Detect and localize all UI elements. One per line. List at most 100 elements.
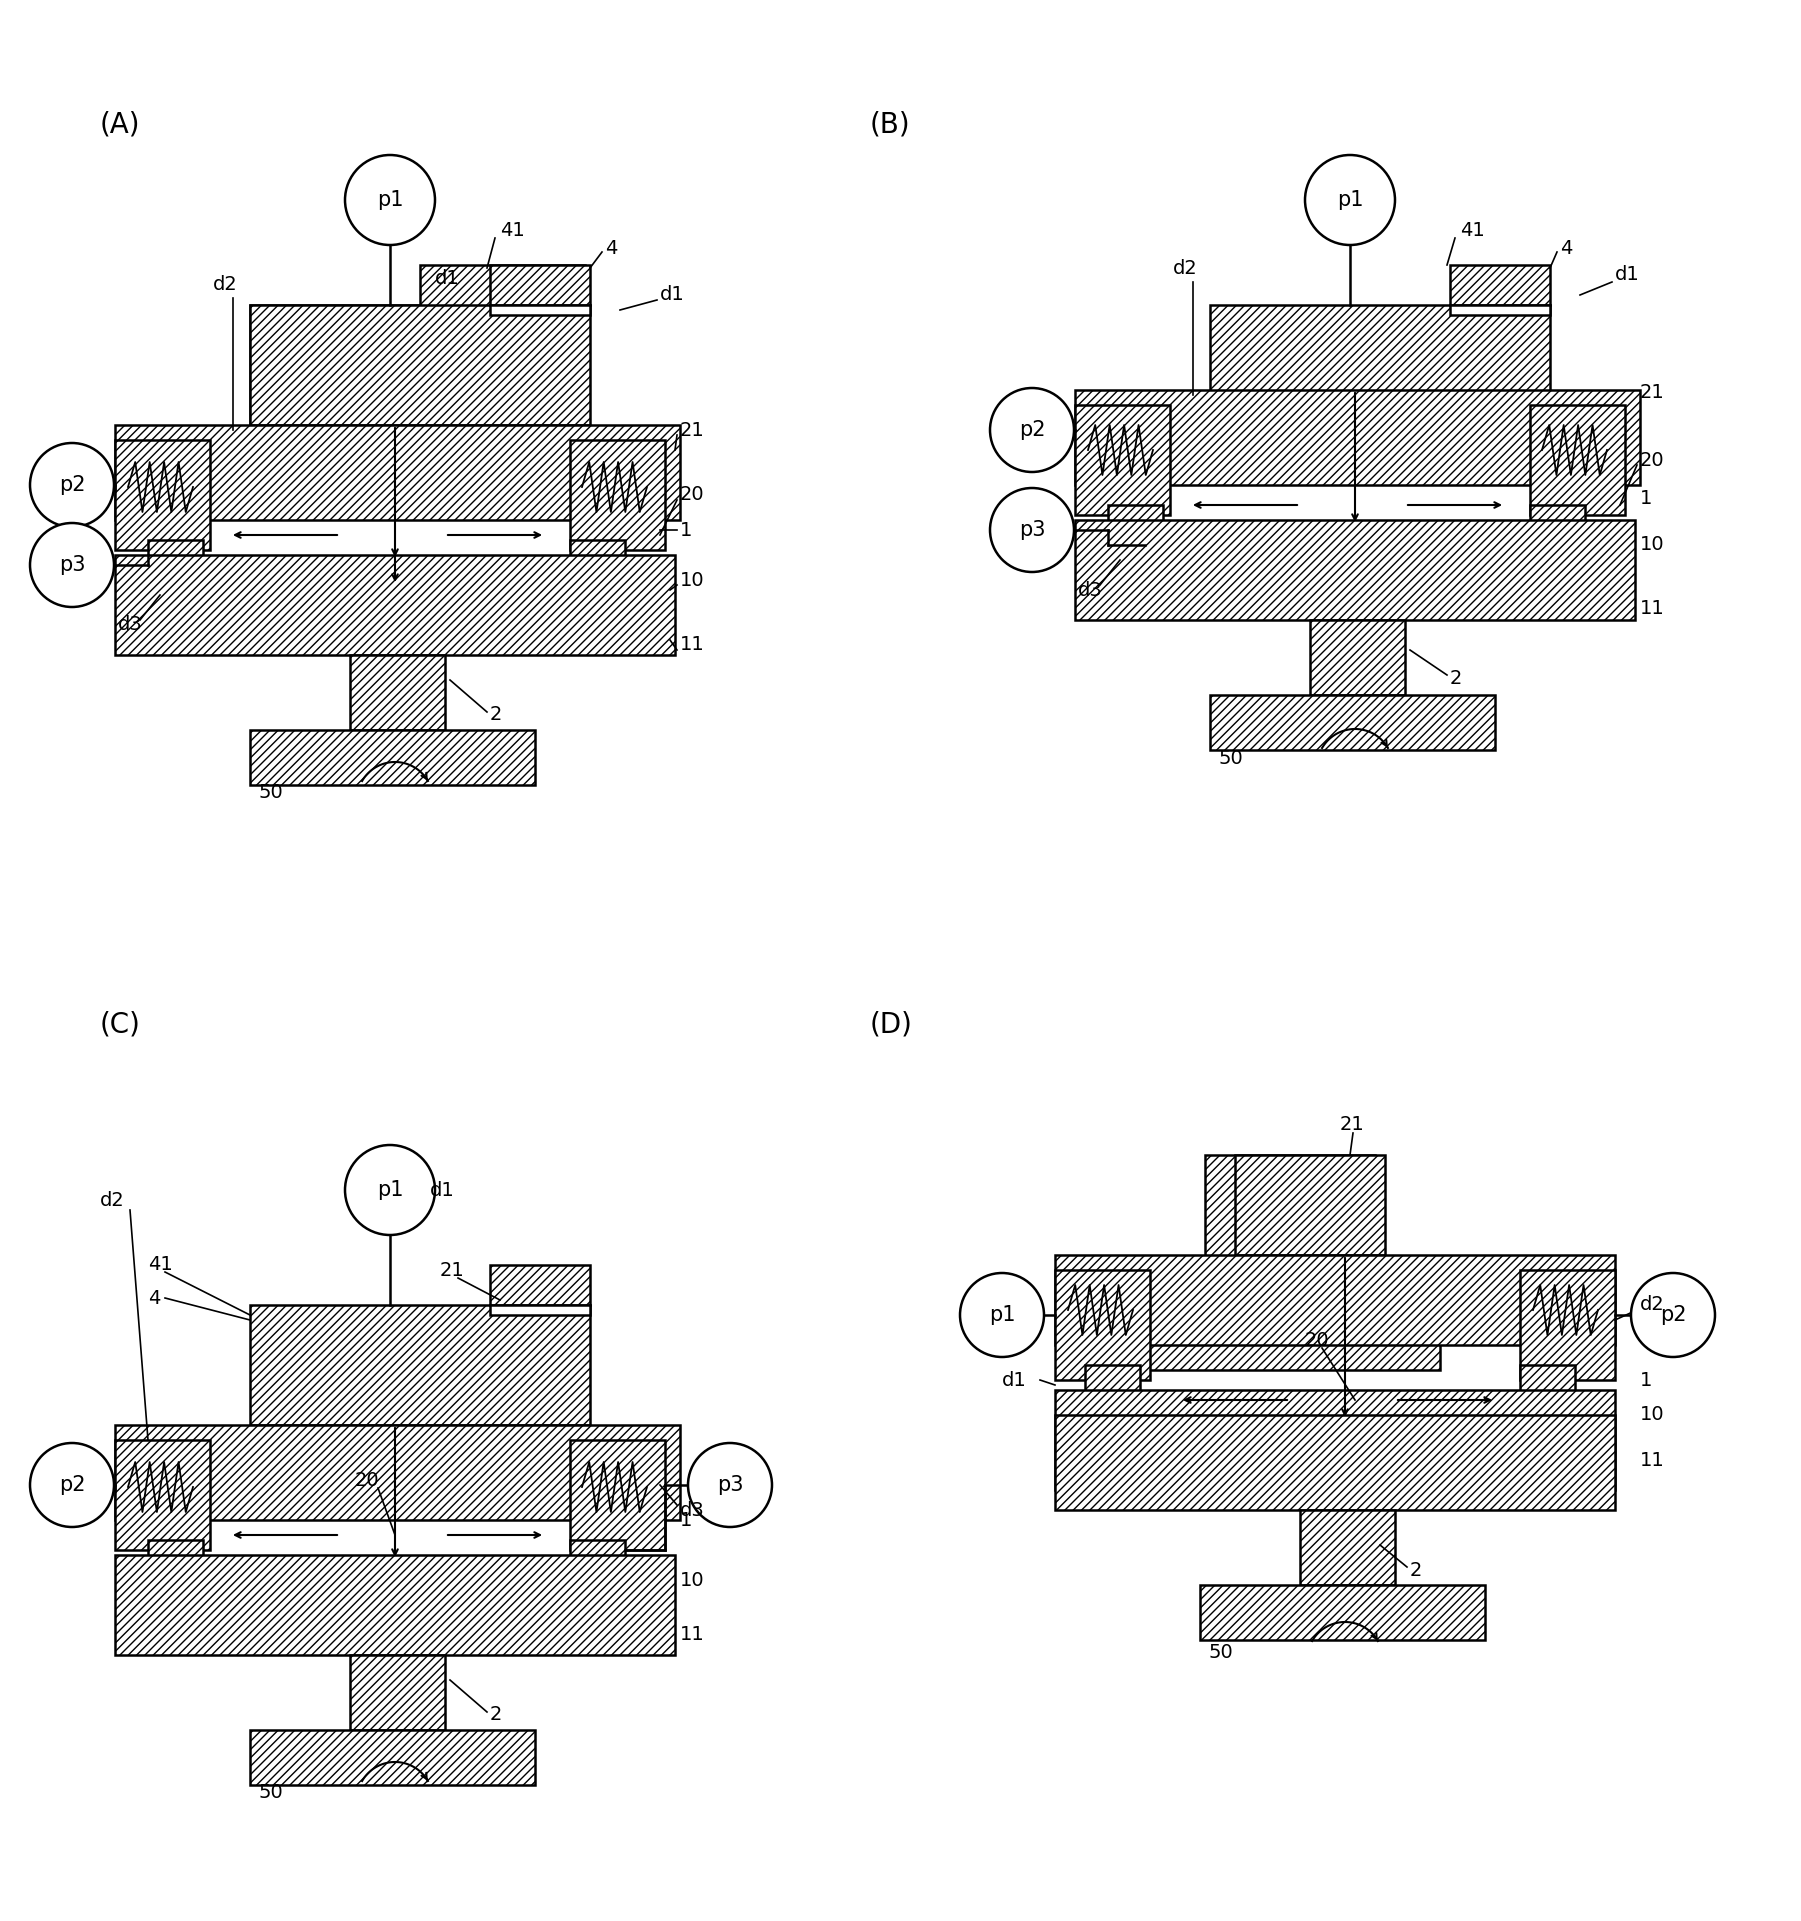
Text: 10: 10 bbox=[1641, 536, 1664, 555]
Text: 41: 41 bbox=[1461, 221, 1484, 240]
Bar bbox=[490, 265, 591, 305]
Text: p2: p2 bbox=[1019, 421, 1045, 440]
Text: p2: p2 bbox=[59, 1475, 85, 1495]
Bar bbox=[1205, 1155, 1374, 1276]
Bar bbox=[569, 1441, 665, 1550]
Text: (B): (B) bbox=[870, 111, 911, 138]
Text: 50: 50 bbox=[1208, 1642, 1232, 1662]
Text: 21: 21 bbox=[681, 421, 704, 440]
Bar bbox=[148, 1541, 204, 1585]
Circle shape bbox=[688, 1443, 773, 1527]
Text: p3: p3 bbox=[59, 555, 85, 574]
Text: 1: 1 bbox=[681, 1510, 692, 1529]
Bar bbox=[115, 1554, 675, 1656]
Text: (D): (D) bbox=[870, 1010, 913, 1039]
Text: 11: 11 bbox=[681, 636, 704, 655]
Bar bbox=[1300, 1510, 1396, 1585]
Bar bbox=[250, 305, 420, 425]
Text: 1: 1 bbox=[1641, 1370, 1652, 1389]
Text: p1: p1 bbox=[376, 1179, 403, 1201]
Circle shape bbox=[1306, 156, 1396, 246]
Text: 4: 4 bbox=[605, 238, 618, 257]
Circle shape bbox=[960, 1274, 1045, 1356]
Text: 10: 10 bbox=[1641, 1406, 1664, 1425]
Bar bbox=[569, 440, 665, 549]
Text: 21: 21 bbox=[1340, 1116, 1365, 1135]
Text: d1: d1 bbox=[1001, 1370, 1027, 1389]
Text: 4: 4 bbox=[1560, 238, 1572, 257]
Text: 11: 11 bbox=[1641, 1450, 1664, 1470]
Text: 50: 50 bbox=[1217, 749, 1243, 768]
Text: d1: d1 bbox=[1615, 265, 1639, 284]
Bar bbox=[1531, 405, 1625, 515]
Text: (A): (A) bbox=[101, 111, 140, 138]
Text: 1: 1 bbox=[1641, 488, 1652, 507]
Circle shape bbox=[31, 523, 113, 607]
Text: 11: 11 bbox=[1641, 599, 1664, 617]
Text: 20: 20 bbox=[1641, 451, 1664, 469]
Text: d2: d2 bbox=[1172, 259, 1198, 277]
Bar bbox=[1531, 505, 1585, 549]
Bar bbox=[1199, 1585, 1486, 1641]
Bar bbox=[1235, 1155, 1385, 1254]
Text: 50: 50 bbox=[258, 1783, 283, 1802]
Text: (C): (C) bbox=[101, 1010, 140, 1039]
Bar bbox=[1075, 390, 1641, 484]
Text: 10: 10 bbox=[681, 1571, 704, 1589]
Text: 20: 20 bbox=[681, 486, 704, 505]
Text: d3: d3 bbox=[1079, 580, 1102, 599]
Text: p2: p2 bbox=[59, 474, 85, 496]
Text: 2: 2 bbox=[490, 1706, 502, 1725]
Bar bbox=[1055, 1254, 1615, 1345]
Bar bbox=[115, 555, 675, 655]
Bar bbox=[1108, 505, 1163, 549]
Text: d2: d2 bbox=[101, 1191, 124, 1210]
Text: 21: 21 bbox=[439, 1260, 465, 1279]
Text: 41: 41 bbox=[501, 221, 524, 240]
Bar bbox=[1450, 305, 1551, 315]
Text: d3: d3 bbox=[681, 1500, 704, 1520]
Text: d1: d1 bbox=[436, 269, 459, 288]
Text: 20: 20 bbox=[355, 1470, 380, 1489]
Text: p3: p3 bbox=[1019, 521, 1045, 540]
Bar bbox=[349, 1656, 445, 1731]
Bar bbox=[1135, 1276, 1441, 1370]
Bar bbox=[115, 425, 681, 521]
Bar bbox=[1210, 305, 1551, 425]
Bar bbox=[490, 305, 591, 315]
Text: d2: d2 bbox=[1641, 1295, 1664, 1314]
Text: 2: 2 bbox=[1410, 1560, 1423, 1579]
Bar bbox=[1210, 695, 1495, 749]
Text: 4: 4 bbox=[148, 1289, 160, 1308]
Text: d1: d1 bbox=[659, 286, 684, 305]
Text: p1: p1 bbox=[1336, 190, 1363, 209]
Bar bbox=[250, 730, 535, 786]
Bar bbox=[250, 305, 591, 425]
Text: 11: 11 bbox=[681, 1625, 704, 1644]
Text: p2: p2 bbox=[1661, 1304, 1686, 1325]
Circle shape bbox=[1632, 1274, 1715, 1356]
Bar bbox=[1450, 265, 1551, 305]
Circle shape bbox=[991, 388, 1073, 473]
Bar bbox=[1075, 521, 1635, 620]
Bar bbox=[569, 540, 625, 586]
Text: 10: 10 bbox=[681, 571, 704, 590]
Bar bbox=[1075, 405, 1171, 515]
Circle shape bbox=[346, 1145, 436, 1235]
Circle shape bbox=[991, 488, 1073, 572]
Bar bbox=[1084, 1366, 1140, 1410]
Text: 41: 41 bbox=[148, 1256, 173, 1274]
Circle shape bbox=[346, 156, 436, 246]
Bar bbox=[115, 1441, 211, 1550]
Text: 21: 21 bbox=[1641, 384, 1664, 403]
Bar bbox=[1520, 1366, 1576, 1410]
Text: 1: 1 bbox=[681, 521, 692, 540]
Text: 2: 2 bbox=[490, 705, 502, 724]
Text: p1: p1 bbox=[376, 190, 403, 209]
Text: p3: p3 bbox=[717, 1475, 744, 1495]
Text: p1: p1 bbox=[989, 1304, 1016, 1325]
Bar bbox=[1520, 1270, 1615, 1379]
Text: d2: d2 bbox=[213, 275, 238, 294]
Bar bbox=[115, 440, 211, 549]
Text: 2: 2 bbox=[1450, 669, 1462, 688]
